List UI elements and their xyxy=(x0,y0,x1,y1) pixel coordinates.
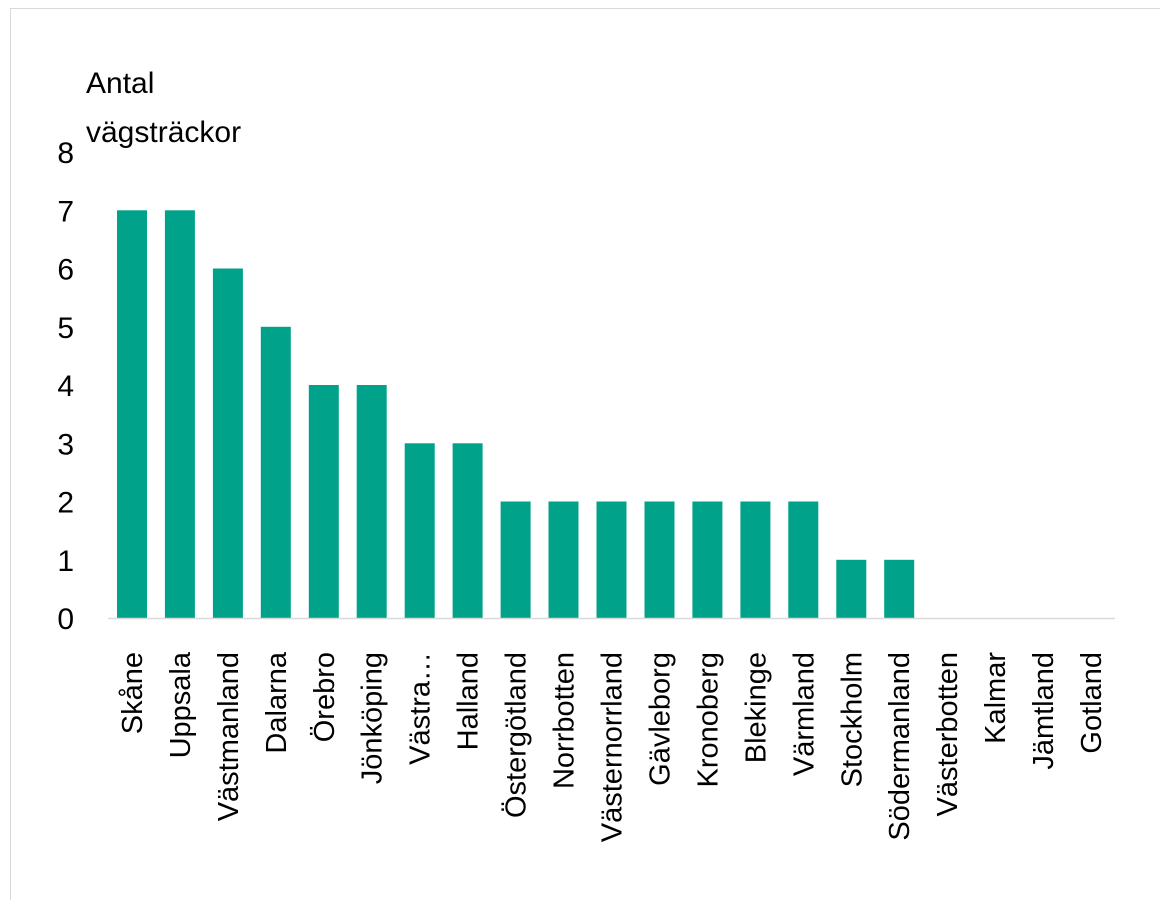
y-tick-label: 5 xyxy=(57,312,74,345)
y-tick-label: 4 xyxy=(57,370,74,403)
chart-frame xyxy=(10,8,1160,900)
x-tick-label: Kalmar xyxy=(980,652,1012,744)
y-axis-ticks: 0 1 2 3 4 5 6 7 8 xyxy=(57,137,74,636)
x-tick-label: Värmland xyxy=(788,652,820,776)
bar xyxy=(404,443,435,619)
bar xyxy=(596,501,627,618)
x-tick-label: Stockholm xyxy=(836,652,868,787)
x-tick-label: Västerbotten xyxy=(932,652,964,816)
bar xyxy=(260,326,291,619)
x-tick-label: Västra… xyxy=(405,652,437,765)
y-tick-label: 2 xyxy=(57,487,74,520)
y-tick-label: 0 xyxy=(57,603,74,636)
bar xyxy=(117,210,147,619)
bar xyxy=(548,501,579,618)
x-tick-label: Västmanland xyxy=(213,652,245,821)
y-axis-label-line-2: vägsträckor xyxy=(86,116,241,149)
y-tick-label: 3 xyxy=(57,428,74,461)
x-tick-label: Blekinge xyxy=(740,652,772,763)
x-tick-label: Västernorrland xyxy=(597,652,629,842)
bar xyxy=(884,559,915,619)
x-tick-label: Södermanland xyxy=(884,652,916,841)
bar xyxy=(836,559,867,619)
x-tick-label: Jämtland xyxy=(1028,652,1060,770)
y-tick-label: 6 xyxy=(57,254,74,287)
x-tick-label: Gotland xyxy=(1076,652,1108,754)
x-tick-label: Gävleborg xyxy=(644,652,676,786)
y-tick-label: 8 xyxy=(57,137,74,170)
y-tick-label: 1 xyxy=(57,545,74,578)
y-tick-label: 7 xyxy=(57,195,74,228)
x-tick-label: Norrbotten xyxy=(549,652,581,789)
x-tick-label: Örebro xyxy=(309,652,341,742)
x-tick-label: Kronoberg xyxy=(692,652,724,787)
x-tick-label: Halland xyxy=(453,652,485,750)
bar xyxy=(740,501,771,618)
bar xyxy=(644,501,675,618)
bar xyxy=(212,268,243,618)
bar xyxy=(788,501,819,618)
y-axis-label-line-1: Antal xyxy=(86,67,154,100)
bar xyxy=(164,210,195,619)
bar xyxy=(692,501,723,618)
x-tick-label: Uppsala xyxy=(165,651,197,758)
bar xyxy=(452,443,483,619)
bars xyxy=(117,210,915,619)
bar xyxy=(308,385,339,618)
x-tick-label: Jönköping xyxy=(357,652,389,784)
bar xyxy=(500,501,531,618)
x-axis-ticks: Skåne Uppsala Västmanland Dalarna Örebro Jönk… xyxy=(117,651,1108,842)
x-tick-label: Skåne xyxy=(117,652,149,734)
x-tick-label: Dalarna xyxy=(261,651,293,753)
x-tick-label: Östergötland xyxy=(501,652,533,818)
bar xyxy=(356,385,387,618)
